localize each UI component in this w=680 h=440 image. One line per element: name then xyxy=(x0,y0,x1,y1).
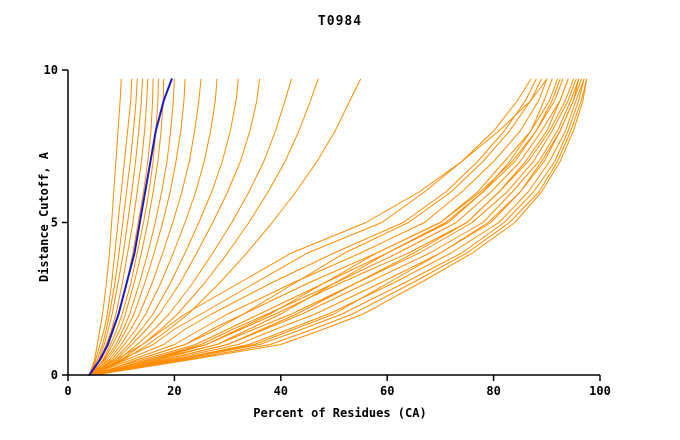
model-R2-curve xyxy=(88,78,548,376)
model-R19-curve xyxy=(88,78,569,376)
model-M2-curve xyxy=(91,78,292,376)
model-R20-curve xyxy=(94,78,561,376)
model-L1-curve xyxy=(88,78,122,376)
model-R12-curve xyxy=(88,78,588,376)
x-tick-label: 0 xyxy=(64,384,71,398)
model-L6-curve xyxy=(88,78,154,376)
x-tick-label: 40 xyxy=(274,384,288,398)
x-tick-label: 20 xyxy=(167,384,181,398)
model-M4-curve xyxy=(88,78,362,376)
y-axis-label: Distance Cutoff, A xyxy=(37,151,51,283)
model-R17-curve xyxy=(88,78,548,376)
x-tick-label: 100 xyxy=(589,384,611,398)
model-R10-curve xyxy=(88,78,585,376)
model-L4-curve xyxy=(91,78,143,376)
model-R15-curve xyxy=(94,78,542,376)
model-L8-curve xyxy=(88,78,165,376)
model-L11-curve xyxy=(88,78,202,376)
model-R16-curve xyxy=(88,78,532,376)
x-tick-label: 60 xyxy=(380,384,394,398)
y-tick-label: 0 xyxy=(51,368,58,382)
model-R3-curve xyxy=(94,78,558,376)
model-R5-curve xyxy=(94,78,569,376)
model-M1-curve xyxy=(88,78,261,376)
y-tick-label: 10 xyxy=(44,63,58,77)
model-R11-curve xyxy=(94,78,585,376)
model-L5-curve xyxy=(88,78,149,376)
model-L3-curve xyxy=(88,78,138,376)
x-axis-label: Percent of Residues (CA) xyxy=(253,406,427,420)
model-R1-curve xyxy=(88,78,537,376)
model-M3-curve xyxy=(88,78,319,376)
model-R14-curve xyxy=(88,78,553,376)
model-R13-curve xyxy=(94,78,588,376)
chart-title: T0984 xyxy=(317,14,363,29)
model-L12-curve xyxy=(91,78,218,376)
model-L9-curve xyxy=(88,78,175,376)
model-L2-curve xyxy=(88,78,133,376)
model-L10-curve xyxy=(91,78,186,376)
x-tick-label: 80 xyxy=(486,384,500,398)
highlight-model-curve xyxy=(88,78,173,376)
y-tick-label: 5 xyxy=(51,216,58,230)
model-L13-curve xyxy=(88,78,239,376)
model-R18-curve xyxy=(94,78,580,376)
